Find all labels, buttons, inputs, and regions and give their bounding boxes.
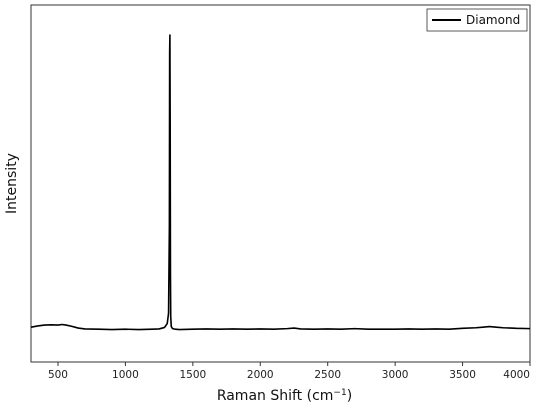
x-tick-label: 500 (48, 369, 68, 381)
x-tick-label: 3000 (382, 369, 409, 381)
x-tick-label: 4000 (503, 369, 530, 381)
x-axis-ticks: 500 1000 1500 2000 2500 3000 3500 4000 (48, 362, 531, 381)
x-axis-title-main: Raman Shift (cm (217, 388, 334, 404)
legend-label-diamond: Diamond (466, 13, 520, 27)
plot-area (30, 4, 531, 363)
plot-frame (30, 4, 531, 363)
x-tick-label: 2000 (247, 369, 274, 381)
x-axis-title-sup: −1 (333, 388, 346, 398)
legend-box (426, 8, 528, 32)
x-axis-title-tail: ) (347, 388, 352, 404)
legend: Diamond (426, 8, 528, 32)
x-tick-label: 2500 (314, 369, 341, 381)
y-axis-title: Intensity (4, 153, 20, 214)
x-tick-label: 1000 (112, 369, 139, 381)
series-line-diamond (30, 34, 531, 331)
x-axis-title: Raman Shift (cm−1) (217, 388, 352, 404)
x-tick-label: 3500 (449, 369, 476, 381)
x-tick-label: 1500 (179, 369, 206, 381)
series-layer (30, 34, 531, 331)
